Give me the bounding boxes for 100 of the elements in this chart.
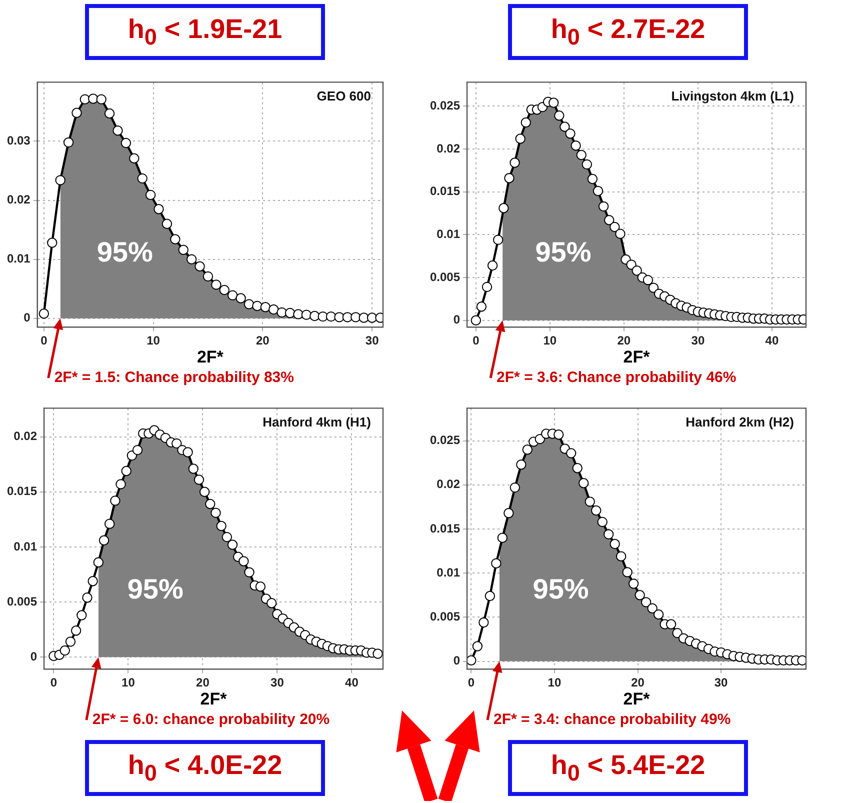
annotation: 95%	[96, 236, 153, 268]
point	[565, 128, 576, 139]
point	[310, 310, 320, 322]
y-tick-label: 0.005	[430, 609, 460, 624]
y-tick-label: 0.015	[430, 184, 460, 198]
point	[154, 204, 164, 214]
point	[622, 567, 632, 578]
point	[476, 302, 487, 312]
point	[522, 444, 533, 455]
point	[366, 312, 378, 323]
point	[372, 648, 383, 659]
point	[610, 222, 620, 232]
x-tick-label: 20	[196, 676, 210, 690]
point	[96, 94, 106, 104]
point	[516, 460, 526, 470]
point	[65, 636, 76, 647]
x-tick-label: 20	[256, 334, 270, 348]
y-tick-label: 0.025	[430, 98, 460, 112]
point	[570, 140, 581, 151]
x-tick-label: 40	[765, 334, 779, 348]
point	[634, 590, 645, 600]
point	[186, 254, 197, 264]
point	[534, 434, 546, 444]
point	[592, 186, 604, 196]
point	[205, 498, 216, 510]
point	[582, 159, 592, 170]
y-tick-label: 0.02	[436, 477, 460, 492]
annotation: 2F* = 3.4: chance probability 49%	[494, 711, 731, 728]
point	[504, 508, 514, 518]
x-tick-label: 0	[472, 334, 480, 348]
point	[88, 94, 98, 104]
annotation: 95%	[535, 236, 592, 268]
point	[566, 448, 576, 458]
point	[591, 505, 602, 516]
point	[60, 645, 70, 656]
point	[560, 122, 570, 132]
x-tick-label: 0	[50, 676, 58, 690]
point	[482, 282, 492, 292]
point	[38, 308, 50, 319]
point	[642, 274, 654, 286]
x-tick-label: 10	[543, 334, 557, 348]
point	[467, 655, 476, 666]
point	[93, 557, 104, 568]
point	[72, 108, 82, 118]
point	[554, 110, 564, 121]
point	[604, 215, 614, 226]
point	[797, 655, 806, 666]
point	[487, 260, 498, 271]
point	[578, 478, 589, 488]
y-tick-label: 0.025	[430, 433, 460, 448]
y-tick-label: 0.01	[436, 226, 460, 241]
point	[647, 603, 658, 614]
text: h$_{0}$ < 5.4E-22	[550, 750, 706, 786]
point	[227, 540, 238, 550]
point	[63, 137, 74, 148]
x-tick-label: 10	[122, 676, 136, 690]
point	[648, 282, 659, 293]
point	[266, 598, 277, 608]
x-axis-title: 2F*	[623, 689, 650, 708]
point	[244, 567, 254, 578]
point	[293, 309, 304, 320]
y-tick-label: 0.015	[430, 521, 460, 536]
point	[116, 479, 126, 490]
point	[170, 234, 180, 244]
annotation: Livingston 4km (L1)	[671, 88, 794, 104]
point	[199, 486, 210, 497]
point	[301, 310, 312, 320]
point	[47, 238, 58, 248]
y-tick-label: 0.03	[6, 134, 31, 148]
point	[104, 518, 115, 529]
y-tick-label: 0.01	[6, 252, 31, 266]
point	[604, 529, 614, 540]
point	[554, 430, 564, 440]
point	[238, 556, 249, 566]
point	[255, 582, 266, 592]
chart-title: h$_{0}$ < 1.9E-21	[128, 14, 282, 50]
x-tick-label: 20	[631, 676, 645, 690]
point	[653, 609, 664, 620]
point	[493, 234, 504, 245]
annotation: 2F* = 6.0: chance probability 20%	[92, 711, 330, 728]
point	[162, 218, 172, 229]
point	[236, 293, 246, 304]
point	[202, 271, 214, 282]
point	[597, 516, 608, 528]
y-tick-label: 0.005	[430, 270, 460, 284]
point	[498, 203, 509, 214]
point	[132, 444, 143, 456]
point	[520, 117, 531, 128]
point	[548, 98, 559, 108]
point	[616, 551, 626, 562]
point	[137, 173, 148, 184]
point	[244, 299, 254, 310]
point	[172, 438, 182, 449]
y-tick-label: 0.01	[14, 539, 38, 554]
point	[82, 592, 92, 603]
point	[576, 150, 586, 160]
x-tick-label: 0	[40, 334, 48, 348]
x-tick-label: 10	[146, 334, 160, 348]
point	[252, 300, 262, 312]
point	[88, 576, 98, 586]
